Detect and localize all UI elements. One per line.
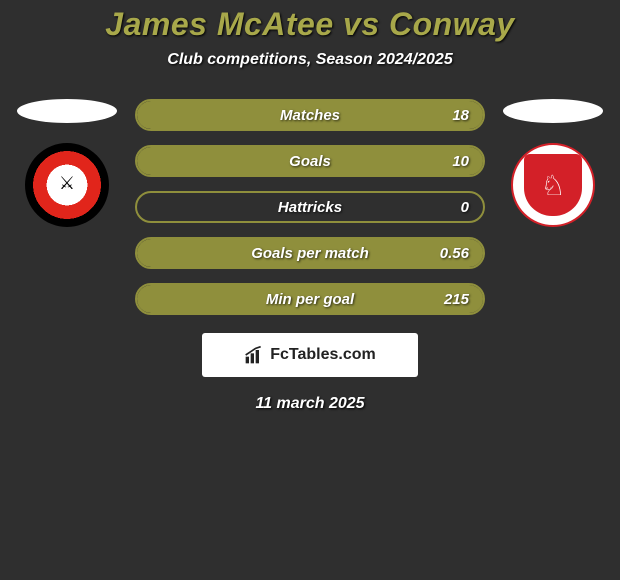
comparison-card: James McAtee vs Conway Club competitions… <box>0 0 620 413</box>
stats-list: Matches18 Goals10 Hattricks0 Goals per matc… <box>135 99 485 315</box>
player-right-column: ♘ <box>503 99 603 227</box>
stat-label: Goals <box>137 153 483 170</box>
stat-label: Matches <box>137 107 483 124</box>
club-crest-left <box>25 143 109 227</box>
stat-row: Goals per match0.56 <box>135 237 485 269</box>
stat-label: Goals per match <box>137 245 483 262</box>
stat-row: Matches18 <box>135 99 485 131</box>
stat-value: 0 <box>461 199 469 216</box>
stat-row: Min per goal215 <box>135 283 485 315</box>
page-title: James McAtee vs Conway <box>0 6 620 43</box>
player-left-column <box>17 99 117 227</box>
club-crest-right: ♘ <box>511 143 595 227</box>
bar-chart-icon <box>244 345 264 365</box>
stat-value: 215 <box>444 291 469 308</box>
player-left-placeholder <box>17 99 117 123</box>
brand-badge[interactable]: FcTables.com <box>202 333 418 377</box>
brand-text: FcTables.com <box>270 346 376 364</box>
stat-row: Hattricks0 <box>135 191 485 223</box>
stat-value: 0.56 <box>440 245 469 262</box>
footer-date: 11 march 2025 <box>0 395 620 413</box>
player-right-placeholder <box>503 99 603 123</box>
stat-row: Goals10 <box>135 145 485 177</box>
stat-label: Min per goal <box>137 291 483 308</box>
page-subtitle: Club competitions, Season 2024/2025 <box>0 51 620 69</box>
stat-label: Hattricks <box>137 199 483 216</box>
lion-icon: ♘ <box>524 154 582 216</box>
stat-value: 18 <box>452 107 469 124</box>
main-row: Matches18 Goals10 Hattricks0 Goals per matc… <box>0 99 620 315</box>
stat-value: 10 <box>452 153 469 170</box>
